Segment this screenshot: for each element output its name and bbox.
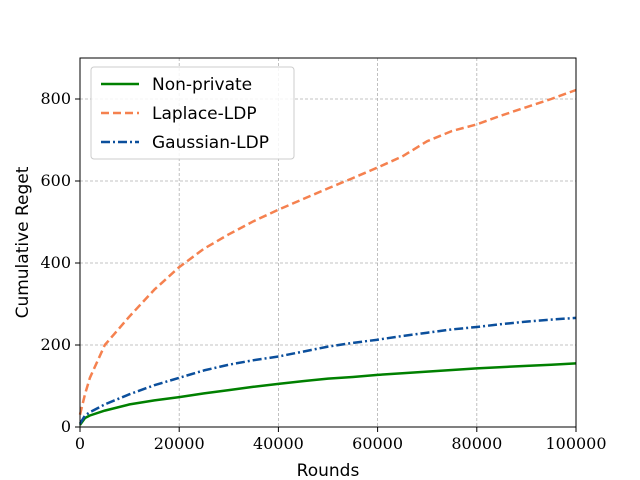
x-tick-label: 0: [75, 434, 85, 453]
x-tick-label: 80000: [451, 434, 502, 453]
series-line-gaussian-ldp: [78, 316, 577, 425]
y-axis-label: Cumulative Reget: [13, 166, 33, 318]
y-tick-label: 400: [40, 253, 71, 272]
legend-entry-label: Laplace-LDP: [152, 104, 257, 124]
legend: Non-private Laplace-LDP Gaussian-LDP: [90, 66, 295, 160]
x-tick-label: 100000: [545, 434, 606, 453]
legend-box: [90, 66, 295, 160]
y-tick-label: 0: [61, 417, 71, 436]
legend-entry-label: Non-private: [152, 75, 252, 95]
legend-entry-label: Gaussian-LDP: [152, 133, 269, 153]
x-axis-label: Rounds: [297, 461, 360, 480]
y-tick-label: 200: [40, 335, 71, 354]
axis-ticks: 0 20000 40000 60000 80000 100000 0 200 400 600 800: [40, 89, 606, 453]
series-line-laplace-ldp: [78, 88, 577, 415]
y-tick-label: 800: [40, 89, 71, 108]
series-layer: [78, 88, 577, 426]
x-tick-label: 60000: [352, 434, 403, 453]
plot-frame: [79, 57, 577, 428]
series-line-non-private: [78, 362, 577, 426]
y-tick-label: 600: [40, 171, 71, 190]
x-tick-label: 20000: [154, 434, 205, 453]
x-tick-label: 40000: [253, 434, 304, 453]
